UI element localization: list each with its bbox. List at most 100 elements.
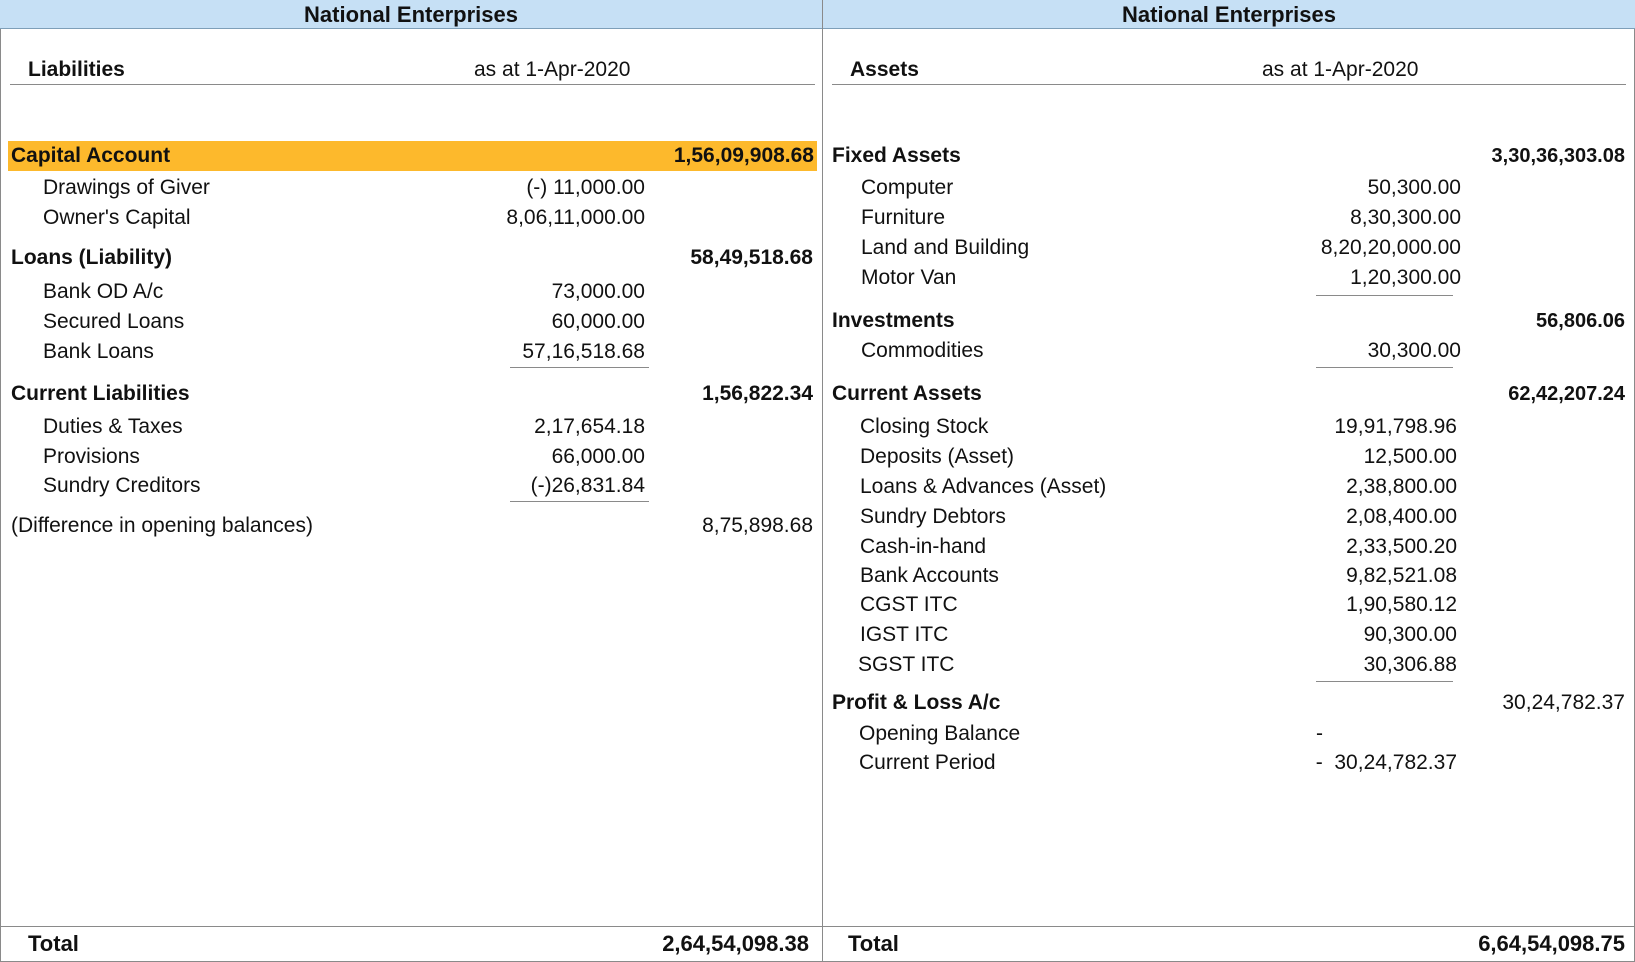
liabilities-title: Liabilities: [28, 58, 125, 81]
ledger-amount: 8,06,11,000.00: [506, 206, 645, 229]
group-total: 3,30,36,303.08: [1491, 145, 1625, 167]
ledger-amount: 2,38,800.00: [1346, 475, 1457, 498]
ledger-row-igst-itc[interactable]: IGST ITC 90,300.00: [823, 620, 1635, 650]
liabilities-grand-total: 2,64,54,098.38: [662, 931, 809, 956]
ledger-row-owners-capital[interactable]: Owner's Capital 8,06,11,000.00: [0, 203, 822, 233]
group-total: 1,56,09,908.68: [673, 144, 814, 167]
ledger-amount: 50,300.00: [1367, 176, 1461, 199]
ledger-name: Owner's Capital: [43, 206, 191, 229]
ledger-row-computer[interactable]: Computer 50,300.00: [823, 173, 1635, 203]
ledger-amount: 60,000.00: [551, 310, 645, 333]
ledger-amount: (-) 11,000.00: [526, 176, 645, 199]
difference-amount: 8,75,898.68: [702, 514, 813, 537]
ledger-amount: 8,20,20,000.00: [1320, 236, 1461, 259]
ledger-row-sundry-debtors[interactable]: Sundry Debtors 2,08,400.00: [823, 502, 1635, 532]
total-label: Total: [28, 931, 79, 956]
group-row-profit-loss[interactable]: Profit & Loss A/c 30,24,782.37: [823, 688, 1635, 718]
ledger-row-closing-stock[interactable]: Closing Stock 19,91,798.96: [823, 412, 1635, 442]
ledger-name: Cash-in-hand: [860, 535, 987, 558]
ledger-name: Loans & Advances (Asset): [860, 475, 1107, 498]
ledger-name: Duties & Taxes: [43, 415, 183, 438]
group-total: 56,806.06: [1536, 310, 1625, 332]
ledger-row-duties-taxes[interactable]: Duties & Taxes 2,17,654.18: [0, 412, 822, 442]
ledger-amount: 2,33,500.20: [1346, 535, 1457, 558]
ledger-name: Bank OD A/c: [43, 280, 164, 303]
ledger-name: Provisions: [43, 445, 140, 468]
ledger-amount: 66,000.00: [551, 445, 645, 468]
ledger-amount: - 30,24,782.37: [1315, 751, 1457, 774]
liabilities-column-header: Liabilities as at 1-Apr-2020: [10, 55, 815, 85]
ledger-name: Furniture: [861, 206, 946, 229]
ledger-row-opening-balance[interactable]: Opening Balance -: [823, 719, 1635, 749]
subtotal-underline: [1316, 681, 1453, 682]
ledger-row-cgst-itc[interactable]: CGST ITC 1,90,580.12: [823, 590, 1635, 620]
ledger-name: Secured Loans: [43, 310, 185, 333]
liabilities-as-at-date: as at 1-Apr-2020: [474, 58, 631, 81]
group-row-fixed-assets[interactable]: Fixed Assets 3,30,36,303.08: [823, 141, 1635, 171]
assets-grand-total: 6,64,54,098.75: [1478, 931, 1625, 956]
assets-title: Assets: [850, 58, 919, 81]
ledger-row-bank-od[interactable]: Bank OD A/c 73,000.00: [0, 277, 822, 307]
ledger-row-furniture[interactable]: Furniture 8,30,300.00: [823, 203, 1635, 233]
ledger-row-bank-loans[interactable]: Bank Loans 57,16,518.68: [0, 337, 822, 367]
ledger-row-drawings-of-giver[interactable]: Drawings of Giver (-) 11,000.00: [0, 173, 822, 203]
group-total: 58,49,518.68: [690, 246, 813, 269]
group-row-investments[interactable]: Investments 56,806.06: [823, 306, 1635, 336]
company-name-assets: National Enterprises: [823, 0, 1635, 29]
ledger-row-current-period[interactable]: Current Period - 30,24,782.37: [823, 748, 1635, 778]
ledger-name: Deposits (Asset): [860, 445, 1015, 468]
ledger-row-deposits-asset[interactable]: Deposits (Asset) 12,500.00: [823, 442, 1635, 472]
company-name-liabilities: National Enterprises: [0, 0, 822, 29]
ledger-name: Computer: [861, 176, 954, 199]
ledger-amount: 1,90,580.12: [1346, 593, 1457, 616]
liabilities-panel: National Enterprises Liabilities as at 1…: [0, 0, 823, 962]
ledger-row-commodities[interactable]: Commodities 30,300.00: [823, 336, 1635, 366]
group-name: Profit & Loss A/c: [832, 691, 1001, 714]
group-name: Capital Account: [11, 144, 171, 167]
group-total: 1,56,822.34: [702, 382, 813, 405]
assets-panel: National Enterprises Assets as at 1-Apr-…: [823, 0, 1635, 962]
liabilities-total-row: Total 2,64,54,098.38: [0, 926, 822, 962]
ledger-name: Motor Van: [861, 266, 957, 289]
ledger-amount: 90,300.00: [1363, 623, 1457, 646]
ledger-row-loans-advances-asset[interactable]: Loans & Advances (Asset) 2,38,800.00: [823, 472, 1635, 502]
ledger-name: Bank Accounts: [860, 564, 999, 587]
ledger-name: Bank Loans: [43, 340, 154, 363]
ledger-row-provisions[interactable]: Provisions 66,000.00: [0, 442, 822, 472]
ledger-amount: 30,300.00: [1367, 339, 1461, 362]
ledger-row-sundry-creditors[interactable]: Sundry Creditors (-)26,831.84: [0, 471, 822, 501]
ledger-amount: 2,17,654.18: [534, 415, 645, 438]
ledger-row-land-and-building[interactable]: Land and Building 8,20,20,000.00: [823, 233, 1635, 263]
group-name: Current Assets: [832, 382, 982, 405]
group-row-current-assets[interactable]: Current Assets 62,42,207.24: [823, 379, 1635, 409]
ledger-amount: 73,000.00: [551, 280, 645, 303]
group-row-loans-liability[interactable]: Loans (Liability) 58,49,518.68: [0, 243, 822, 273]
ledger-amount: 2,08,400.00: [1346, 505, 1457, 528]
ledger-name: SGST ITC: [858, 653, 955, 676]
ledger-name: Land and Building: [861, 236, 1030, 259]
ledger-row-motor-van[interactable]: Motor Van 1,20,300.00: [823, 263, 1635, 293]
difference-in-opening-balances-row[interactable]: (Difference in opening balances) 8,75,89…: [0, 511, 822, 541]
group-row-capital-account[interactable]: Capital Account 1,56,09,908.68: [8, 141, 817, 171]
ledger-row-sgst-itc[interactable]: SGST ITC 30,306.88: [823, 650, 1635, 680]
ledger-amount: 19,91,798.96: [1334, 415, 1457, 438]
ledger-amount: 1,20,300.00: [1350, 266, 1461, 289]
group-row-current-liabilities[interactable]: Current Liabilities 1,56,822.34: [0, 379, 822, 409]
ledger-amount: 30,306.88: [1363, 653, 1457, 676]
subtotal-underline: [1316, 295, 1453, 296]
ledger-row-secured-loans[interactable]: Secured Loans 60,000.00: [0, 307, 822, 337]
ledger-amount: (-)26,831.84: [530, 474, 645, 497]
ledger-name: Sundry Creditors: [43, 474, 201, 497]
ledger-name: Closing Stock: [860, 415, 989, 438]
subtotal-underline: [510, 501, 649, 502]
assets-column-header: Assets as at 1-Apr-2020: [832, 55, 1626, 85]
ledger-name: CGST ITC: [860, 593, 958, 616]
ledger-row-bank-accounts[interactable]: Bank Accounts 9,82,521.08: [823, 561, 1635, 591]
ledger-name: IGST ITC: [860, 623, 949, 646]
group-name: Fixed Assets: [832, 144, 961, 167]
group-total: 30,24,782.37: [1502, 691, 1625, 714]
difference-label: (Difference in opening balances): [11, 514, 313, 537]
ledger-amount: 8,30,300.00: [1350, 206, 1461, 229]
ledger-row-cash-in-hand[interactable]: Cash-in-hand 2,33,500.20: [823, 532, 1635, 562]
group-name: Current Liabilities: [11, 382, 190, 405]
